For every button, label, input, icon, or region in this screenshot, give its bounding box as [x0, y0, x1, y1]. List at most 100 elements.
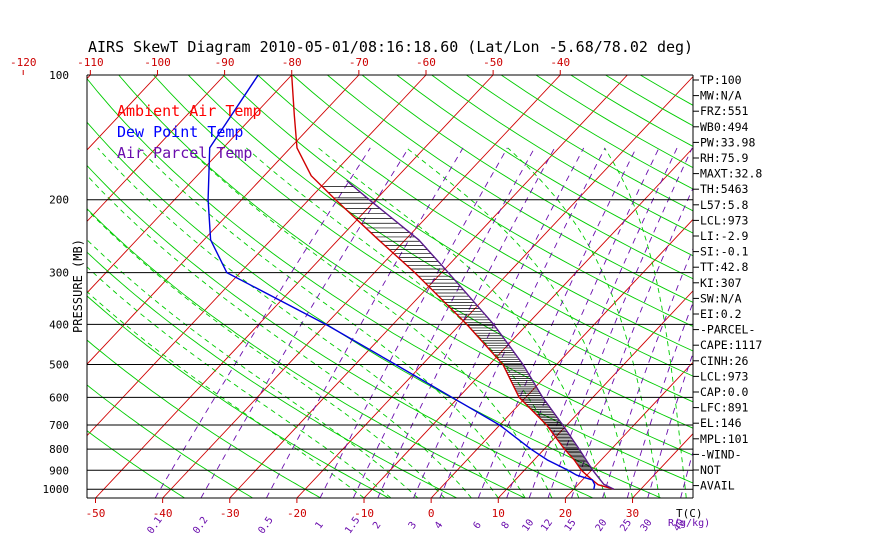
parameter-label: MPL:101: [700, 432, 749, 446]
dry-adiabat-line: [87, 77, 693, 484]
cape-hatch: [322, 186, 593, 471]
parameter-label: MAXT:32.8: [700, 167, 762, 181]
pressure-tick-label: 900: [49, 464, 69, 477]
mixing-ratio-line: [477, 147, 637, 498]
parameter-label: WB0:494: [700, 120, 749, 134]
mixing-ratio-label: 20: [594, 517, 610, 533]
moist-adiabat-line: [604, 147, 687, 498]
isotherm-line: [87, 75, 427, 437]
temp-tick-label-top: -100: [144, 56, 171, 69]
parameter-label: TP:100: [700, 73, 742, 87]
mixing-ratio-unit-label: R(g/kg): [668, 518, 710, 529]
parameter-label: LCL:973: [700, 213, 749, 227]
parameter-label: NOT: [700, 463, 721, 477]
mixing-ratio-label: 4: [433, 520, 445, 531]
mixing-ratio-label: 1: [314, 520, 326, 531]
mixing-ratio-line: [528, 147, 678, 498]
parameter-label: CAP:0.0: [700, 385, 749, 399]
temp-tick-label-bottom: -20: [287, 507, 307, 520]
temp-tick-label-bottom: 30: [626, 507, 639, 520]
temp-tick-label-top: -90: [215, 56, 235, 69]
temp-tick-label-bottom: -50: [86, 507, 106, 520]
legend: Ambient Air Temp Dew Point Temp Air Parcel…: [117, 102, 262, 162]
pressure-tick-label: 1000: [43, 483, 70, 496]
dry-adiabat-line: [361, 75, 693, 280]
series-line-ambient-air-temp: [291, 75, 615, 490]
parameter-label: RH:75.9: [700, 151, 749, 165]
dry-adiabat-line: [466, 75, 693, 212]
dry-adiabat-line: [118, 75, 693, 456]
mixing-ratio-label: 6: [471, 520, 483, 531]
mixing-ratio-label: 0.5: [256, 515, 275, 536]
isotherm-line: [0, 75, 23, 498]
temp-tick-label-top: -60: [416, 56, 436, 69]
moist-adiabat-line: [138, 147, 526, 498]
parameter-label: -WIND-: [700, 447, 742, 461]
isotherm-line: [87, 75, 293, 294]
mixing-ratio-label: 10: [520, 518, 536, 534]
isotherm-line: [87, 75, 158, 151]
temp-tick-label-top: -120: [10, 56, 37, 69]
chart-title: AIRS SkewT Diagram 2010-05-01/08:16:18.6…: [88, 38, 693, 56]
mixing-ratio-label: 12: [539, 517, 555, 533]
temp-tick-label-bottom: 20: [559, 507, 572, 520]
dry-adiabat-line: [257, 75, 693, 352]
parameter-label: SI:-0.1: [700, 245, 749, 259]
parameter-label: CAPE:1117: [700, 338, 762, 352]
parameter-label: MW:N/A: [700, 89, 742, 103]
dry-adiabat-lines: [87, 75, 693, 498]
parameter-label: PW:33.98: [700, 135, 755, 149]
series-line-dew-point-temp: [207, 75, 596, 490]
temp-tick-label-top: -70: [349, 56, 369, 69]
dry-adiabat-line: [87, 295, 390, 498]
pressure-tick-label: 200: [49, 194, 69, 207]
parameter-label: TH:5463: [700, 182, 749, 196]
legend-entry: Air Parcel Temp: [117, 144, 252, 162]
dry-adiabat-line: [87, 251, 458, 498]
isotherm-line: [296, 75, 693, 498]
dry-adiabat-line: [87, 121, 662, 498]
parameter-label: EL:146: [700, 416, 742, 430]
legend-entry: Ambient Air Temp: [117, 102, 262, 120]
series-line-air-parcel-temp: [346, 180, 615, 490]
parameter-label: LI:-2.9: [700, 229, 749, 243]
parameter-label: TT:42.8: [700, 260, 749, 274]
dry-adiabat-line: [153, 75, 693, 429]
parameter-label: SW:N/A: [700, 291, 742, 305]
parameter-label: FRZ:551: [700, 104, 749, 118]
dry-adiabat-line: [327, 75, 693, 303]
mixing-ratio-label: 30: [639, 517, 655, 533]
dry-adiabat-line: [222, 75, 693, 377]
parameter-label: L57:5.8: [700, 198, 749, 212]
dry-adiabat-line: [87, 430, 185, 498]
mixing-ratio-line: [154, 147, 371, 498]
pressure-tick-label: 400: [49, 318, 69, 331]
temp-tick-label-bottom: 10: [492, 507, 505, 520]
dry-adiabat-line: [87, 384, 253, 498]
pressure-tick-label: 500: [49, 359, 69, 372]
axes: 1002003004005006007008009001000PRESSURE …: [10, 56, 710, 536]
temp-tick-label-bottom: -10: [354, 507, 374, 520]
dry-adiabat-line: [396, 75, 693, 257]
dry-adiabat-line: [87, 208, 526, 498]
profile-lines: [207, 75, 615, 490]
pressure-tick-label: 300: [49, 267, 69, 280]
mixing-ratio-label: 2: [371, 520, 383, 531]
parameter-label: EI:0.2: [700, 307, 742, 321]
temp-tick-label-top: -50: [483, 56, 503, 69]
pressure-tick-label: 800: [49, 443, 69, 456]
isotherm-line: [87, 75, 360, 365]
dry-adiabat-line: [292, 75, 693, 327]
parameter-label: KI:307: [700, 276, 742, 290]
isotherm-line: [87, 75, 225, 223]
moist-adiabat-line: [87, 174, 472, 498]
mixing-ratio-line: [352, 147, 535, 498]
temp-tick-label-bottom: -40: [153, 507, 173, 520]
mixing-ratio-label: 0.2: [191, 515, 210, 536]
temp-tick-label-bottom: 0: [428, 507, 435, 520]
mixing-ratio-line: [571, 186, 693, 498]
dry-adiabat-line: [187, 75, 693, 403]
mixing-ratio-line: [266, 147, 464, 498]
dry-adiabat-line: [87, 164, 594, 498]
